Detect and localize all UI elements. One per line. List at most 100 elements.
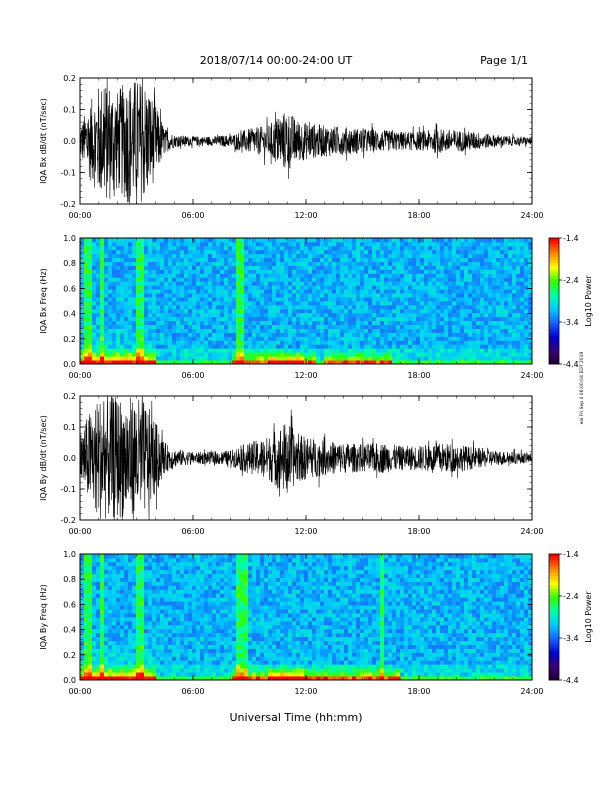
- spectrogram-cell: [180, 336, 185, 341]
- spectrogram-cell: [136, 617, 141, 622]
- spectrogram-cell: [132, 316, 137, 322]
- spectrogram-cell: [176, 312, 181, 318]
- spectrogram-cell: [96, 289, 101, 294]
- spectrogram-cell: [288, 324, 293, 329]
- spectrogram-cell: [496, 324, 501, 329]
- spectrogram-cell: [192, 245, 197, 251]
- spectrogram-cell: [420, 297, 425, 302]
- spectrogram-cell: [296, 352, 301, 357]
- spectrogram-cell: [492, 261, 497, 266]
- spectrogram-cell: [440, 312, 445, 318]
- spectrogram-cell: [456, 360, 461, 364]
- spectrogram-cell: [100, 356, 105, 361]
- spectrogram-cell: [316, 241, 321, 247]
- spectrogram-cell: [192, 656, 197, 661]
- spectrogram-cell: [88, 628, 93, 634]
- spectrogram-cell: [512, 344, 517, 349]
- spectrogram-cell: [344, 356, 349, 361]
- spectrogram-cell: [140, 660, 145, 665]
- spectrogram-cell: [412, 352, 417, 357]
- spectrogram-cell: [120, 320, 125, 326]
- spectrogram-cell: [328, 356, 333, 361]
- spectrogram-cell: [104, 269, 109, 274]
- spectrogram-cell: [160, 297, 165, 302]
- spectrogram-cell: [164, 301, 169, 306]
- spectrogram-cell: [152, 324, 157, 329]
- spectrogram-cell: [100, 257, 105, 263]
- spectrogram-cell: [132, 344, 137, 349]
- spectrogram-cell: [312, 293, 317, 298]
- spectrogram-cell: [196, 253, 201, 259]
- spectrogram-cell: [168, 585, 173, 590]
- spectrogram-cell: [160, 289, 165, 294]
- spectrogram-cell: [260, 238, 265, 243]
- spectrogram-cell: [192, 241, 197, 247]
- spectrogram-cell: [272, 336, 277, 341]
- spectrogram-cell: [364, 344, 369, 349]
- spectrogram-cell: [124, 656, 129, 661]
- spectrogram-cell: [448, 281, 453, 286]
- spectrogram-cell: [168, 609, 173, 614]
- spectrogram-cell: [136, 573, 141, 579]
- spectrogram-cell: [408, 312, 413, 318]
- spectrogram-cell: [156, 652, 161, 657]
- spectrogram-cell: [172, 640, 177, 645]
- spectrogram-cell: [160, 344, 165, 349]
- spectrogram-cell: [460, 308, 465, 314]
- spectrogram-cell: [320, 312, 325, 318]
- spectrogram-cell: [88, 593, 93, 598]
- spectrogram-cell: [316, 285, 321, 290]
- spectrogram-cell: [368, 297, 373, 302]
- spectrogram-cell: [180, 676, 185, 680]
- spectrogram-cell: [200, 241, 205, 247]
- spectrogram-cell: [408, 324, 413, 329]
- spectrogram-cell: [452, 265, 457, 270]
- spectrogram-cell: [480, 308, 485, 314]
- spectrogram-cell: [96, 617, 101, 622]
- spectrogram-cell: [164, 624, 169, 630]
- spectrogram-cell: [296, 348, 301, 353]
- spectrogram-cell: [412, 257, 417, 263]
- spectrogram-cell: [172, 668, 177, 673]
- spectrogram-cell: [104, 557, 109, 563]
- spectrogram-cell: [104, 332, 109, 337]
- spectrogram-cell: [272, 344, 277, 349]
- spectrogram-cell: [276, 360, 281, 364]
- spectrogram-cell: [84, 238, 89, 243]
- spectrogram-cell: [280, 360, 285, 364]
- spectrogram-cell: [192, 577, 197, 582]
- spectrogram-cell: [504, 245, 509, 251]
- spectrogram-cell: [184, 569, 189, 575]
- spectrogram-cell: [160, 652, 165, 657]
- spectrogram-cell: [336, 348, 341, 353]
- spectrogram-cell: [124, 241, 129, 247]
- spectrogram-cell: [304, 332, 309, 337]
- spectrogram-cell: [444, 265, 449, 270]
- spectrogram-cell: [480, 328, 485, 333]
- spectrogram-cell: [416, 328, 421, 333]
- spectrogram-cell: [128, 660, 133, 665]
- spectrogram-cell: [464, 257, 469, 263]
- spectrogram-cell: [328, 328, 333, 333]
- spectrogram-cell: [296, 273, 301, 278]
- spectrogram-cell: [224, 241, 229, 247]
- spectrogram-cell: [116, 652, 121, 657]
- colorbar-segment: [549, 354, 559, 359]
- spectrogram-cell: [260, 265, 265, 270]
- spectrogram-cell: [476, 312, 481, 318]
- spectrogram-cell: [136, 577, 141, 582]
- spectrogram-cell: [188, 613, 193, 618]
- spectrogram-cell: [324, 348, 329, 353]
- spectrogram-cell: [168, 348, 173, 353]
- spectrogram-cell: [96, 277, 101, 282]
- spectrogram-cell: [168, 644, 173, 649]
- spectrogram-cell: [380, 261, 385, 266]
- spectrogram-cell: [392, 328, 397, 333]
- spectrogram-cell: [120, 328, 125, 333]
- spectrogram-cell: [172, 249, 177, 255]
- spectrogram-cell: [452, 277, 457, 282]
- spectrogram-cell: [164, 593, 169, 598]
- spectrogram-cell: [460, 304, 465, 310]
- spectrogram-cell: [432, 253, 437, 259]
- spectrogram-cell: [216, 261, 221, 266]
